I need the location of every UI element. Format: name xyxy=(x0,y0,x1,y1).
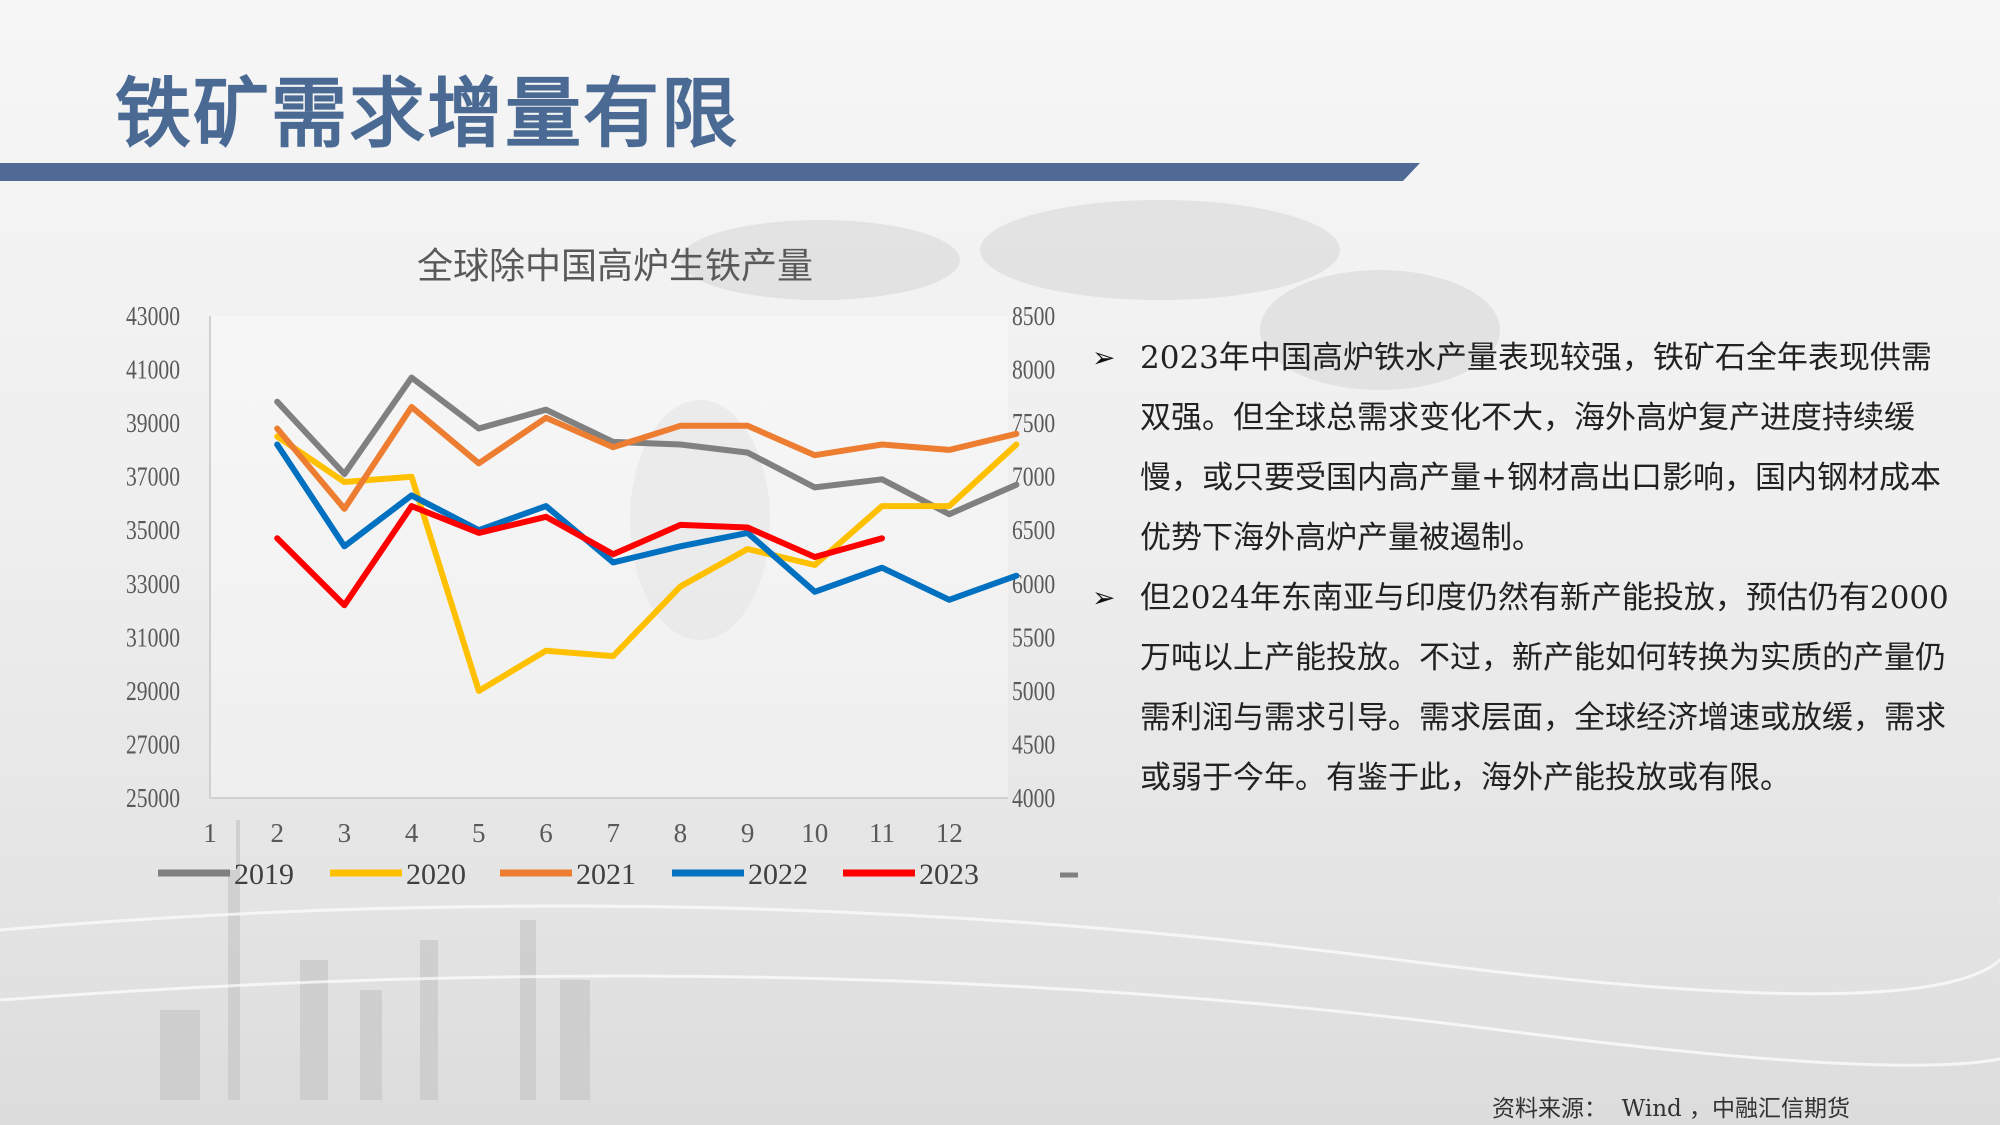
x-tick-label: 2 xyxy=(270,818,284,848)
bullet-text: 但2024年东南亚与印度仍然有新产能投放，预估仍有2000万吨以上产能投放。不过… xyxy=(1140,580,1949,796)
y-tick-label: 25000 xyxy=(126,784,180,814)
series-line-2023 xyxy=(274,503,885,609)
x-tick-label: 7 xyxy=(606,818,620,848)
y-tick-label: 29000 xyxy=(126,677,180,707)
legend-label-2021: 2021 xyxy=(576,858,636,891)
x-tick-label: 12 xyxy=(936,818,963,848)
y2-tick-label: 5500 xyxy=(1012,623,1055,653)
x-tick-label: 6 xyxy=(539,818,553,848)
series-line-2019 xyxy=(274,374,1020,518)
arrow-bullet-icon: ➢ xyxy=(1092,581,1116,614)
legend-label-2022: 2022 xyxy=(748,858,808,891)
series-line-2022 xyxy=(274,441,1020,603)
y-tick-label: 37000 xyxy=(126,462,180,492)
y2-tick-label: 6000 xyxy=(1012,570,1055,600)
y-tick-label: 31000 xyxy=(126,623,180,653)
bullet-list: ➢ 2023年中国高炉铁水产量表现较强，铁矿石全年表现供需双强。但全球总需求变化… xyxy=(1092,328,1952,808)
y2-tick-label: 6500 xyxy=(1012,516,1055,546)
y2-tick-label: 8000 xyxy=(1012,355,1055,385)
y-tick-label: 35000 xyxy=(126,516,180,546)
legend-label-2023: 2023 xyxy=(919,858,979,891)
series-line-2020 xyxy=(274,433,1020,694)
bullet-text: 2023年中国高炉铁水产量表现较强，铁矿石全年表现供需双强。但全球总需求变化不大… xyxy=(1140,340,1941,556)
x-tick-label: 5 xyxy=(472,818,486,848)
bullet-item: ➢ 2023年中国高炉铁水产量表现较强，铁矿石全年表现供需双强。但全球总需求变化… xyxy=(1092,328,1952,568)
legend-label-2020: 2020 xyxy=(406,858,466,891)
x-tick-label: 9 xyxy=(741,818,755,848)
x-tick-label: 8 xyxy=(674,818,688,848)
x-tick-label: 3 xyxy=(338,818,352,848)
y2-tick-label: 5000 xyxy=(1012,677,1055,707)
y-tick-label: 27000 xyxy=(126,730,180,760)
series-line-2021 xyxy=(274,404,1020,512)
x-tick-label: 11 xyxy=(869,818,895,848)
x-tick-label: 10 xyxy=(801,818,828,848)
y2-tick-label: 4000 xyxy=(1012,784,1055,814)
y-tick-label: 39000 xyxy=(126,409,180,439)
title-underline-bar xyxy=(0,163,1420,181)
y2-tick-label: 7000 xyxy=(1012,462,1055,492)
page-title: 铁矿需求增量有限 xyxy=(115,69,739,158)
chart-title: 全球除中国高炉生铁产量 xyxy=(417,246,813,287)
arrow-bullet-icon: ➢ xyxy=(1092,341,1116,374)
data-source-note: 资料来源： Wind ，中融汇信期货 xyxy=(1492,1096,1851,1122)
y2-tick-label: 4500 xyxy=(1012,730,1055,760)
y-tick-label: 33000 xyxy=(126,570,180,600)
x-tick-label: 4 xyxy=(405,818,419,848)
bullet-item: ➢ 但2024年东南亚与印度仍然有新产能投放，预估仍有2000万吨以上产能投放。… xyxy=(1092,568,1952,808)
y-tick-label: 43000 xyxy=(126,302,180,332)
legend-label-2019: 2019 xyxy=(234,858,294,891)
y2-tick-label: 8500 xyxy=(1012,302,1055,332)
y-tick-label: 41000 xyxy=(126,355,180,385)
x-tick-label: 1 xyxy=(203,818,217,848)
